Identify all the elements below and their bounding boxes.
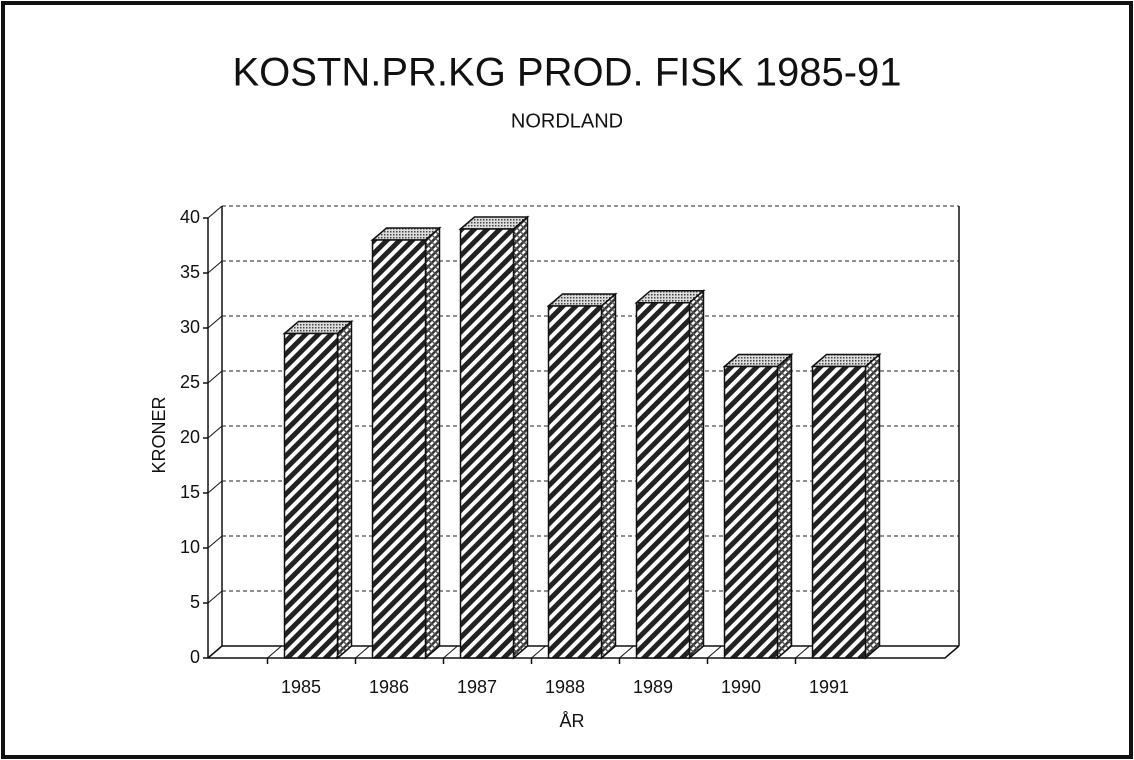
y-tick-label: 0 (190, 647, 200, 667)
bar (634, 289, 706, 660)
y-axis-label: KRONER (149, 396, 169, 473)
y-tick-depth (207, 205, 223, 219)
y-tick-label: 10 (180, 537, 200, 557)
chart-title: KOSTN.PR.KG PROD. FISK 1985-91 (232, 51, 901, 95)
bar-side (512, 215, 529, 660)
bar-front (283, 332, 339, 659)
bar (282, 319, 354, 660)
bar-side (336, 319, 353, 660)
x-tick-label: 1988 (545, 677, 585, 697)
y-tick-depth (207, 260, 223, 274)
x-tick-label: 1985 (281, 677, 321, 697)
bar (810, 352, 882, 660)
y-tick-label: 35 (180, 262, 200, 282)
bar (722, 352, 794, 660)
y-tick-depth (207, 480, 223, 494)
bar-side (600, 292, 617, 660)
y-tick-depth (207, 535, 223, 549)
y-tick-label: 15 (180, 482, 200, 502)
y-tick-label: 40 (180, 207, 200, 227)
y-tick-label: 30 (180, 317, 200, 337)
y-tick-depth (207, 590, 223, 604)
bar-side (424, 226, 441, 660)
x-tick-depth (795, 645, 810, 659)
bar-front (371, 239, 427, 659)
bar-front (723, 365, 779, 659)
floor (208, 645, 960, 659)
x-tick-label: 1986 (369, 677, 409, 697)
y-tick-depth (207, 315, 223, 329)
bar-front (547, 305, 603, 659)
x-axis-label: ÅR (559, 711, 584, 731)
y-tick-label: 5 (190, 592, 200, 612)
x-tick-depth (355, 645, 370, 659)
x-tick-depth (619, 645, 634, 659)
x-tick-depth (531, 645, 546, 659)
x-tick-label: 1990 (721, 677, 761, 697)
x-tick-depth (443, 645, 458, 659)
bar-side (864, 352, 881, 660)
bar-front (635, 301, 691, 659)
bar-side (688, 289, 705, 660)
x-tick-depth (267, 645, 282, 659)
x-tick-label: 1987 (457, 677, 497, 697)
bar-side (776, 352, 793, 660)
x-tick-label: 1989 (633, 677, 673, 697)
y-tick-label: 25 (180, 372, 200, 392)
x-tick-depth (707, 645, 722, 659)
y-tick-depth (207, 645, 223, 659)
bar (370, 226, 442, 660)
bar (458, 215, 530, 660)
bar-front (811, 365, 867, 659)
bar-front (459, 228, 515, 659)
x-tick-label: 1991 (809, 677, 849, 697)
y-tick-label: 20 (180, 427, 200, 447)
bar (546, 292, 618, 660)
y-tick-depth (207, 370, 223, 384)
chart-subtitle: NORDLAND (511, 110, 623, 132)
y-tick-depth (207, 425, 223, 439)
